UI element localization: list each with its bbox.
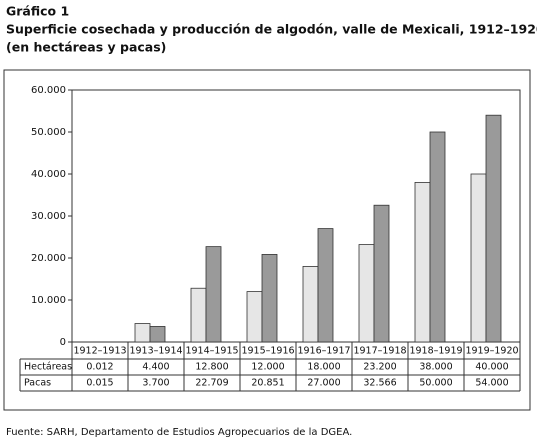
table-value: 0.015 xyxy=(86,378,113,389)
bar xyxy=(373,204,390,343)
y-tick-label: 30.000 xyxy=(31,211,66,222)
x-tick-label: 1914–1915 xyxy=(185,346,238,357)
plot-area xyxy=(71,89,521,343)
table-value: 38.000 xyxy=(419,362,452,373)
table-value: 3.700 xyxy=(142,378,169,389)
source-note: Fuente: SARH, Departamento de Estudios A… xyxy=(6,427,352,438)
table-value: 4.400 xyxy=(142,362,169,373)
table-value: 54.000 xyxy=(475,378,508,389)
y-tick-label: 50.000 xyxy=(31,127,66,138)
table-value: 50.000 xyxy=(419,378,452,389)
table-value: 40.000 xyxy=(475,362,508,373)
x-tick-label: 1918–1919 xyxy=(409,346,462,357)
y-tick-label: 0 xyxy=(60,337,66,348)
chart-frame xyxy=(3,69,531,411)
chart-subtitle: (en hectáreas y pacas) xyxy=(6,40,166,55)
table-value: 20.851 xyxy=(251,378,284,389)
bar xyxy=(358,244,375,343)
legend-label: Hectáreas xyxy=(24,362,72,373)
table-value: 32.566 xyxy=(363,378,396,389)
bar xyxy=(485,114,502,343)
bar xyxy=(302,265,319,343)
x-tick-label: 1912–1913 xyxy=(73,346,126,357)
table-value: 18.000 xyxy=(307,362,340,373)
y-tick-label: 20.000 xyxy=(31,253,66,264)
y-tick-label: 60.000 xyxy=(31,85,66,96)
bar xyxy=(470,173,487,343)
x-tick-label: 1917–1918 xyxy=(353,346,406,357)
y-tick-label: 40.000 xyxy=(31,169,66,180)
table-value: 27.000 xyxy=(307,378,340,389)
bar xyxy=(261,254,278,343)
bar xyxy=(190,287,207,343)
legend-label: Pacas xyxy=(24,378,51,389)
x-tick-label: 1913–1914 xyxy=(129,346,182,357)
x-tick-label: 1919–1920 xyxy=(465,346,518,357)
bar xyxy=(246,291,263,343)
table-value: 12.000 xyxy=(251,362,284,373)
y-tick-label: 10.000 xyxy=(31,295,66,306)
table-value: 0.012 xyxy=(86,362,113,373)
chart-subtitle: Superficie cosechada y producción de alg… xyxy=(6,22,537,37)
table-value: 23.200 xyxy=(363,362,396,373)
x-tick-label: 1916–1917 xyxy=(297,346,350,357)
bar xyxy=(149,326,166,343)
bar xyxy=(317,228,334,343)
chart-title: Gráfico 1 xyxy=(6,4,69,19)
bar xyxy=(429,131,446,343)
bar xyxy=(414,181,431,343)
table-value: 22.709 xyxy=(195,378,228,389)
table-value: 12.800 xyxy=(195,362,228,373)
bar xyxy=(205,246,222,343)
bar xyxy=(134,323,151,343)
x-tick-label: 1915–1916 xyxy=(241,346,294,357)
